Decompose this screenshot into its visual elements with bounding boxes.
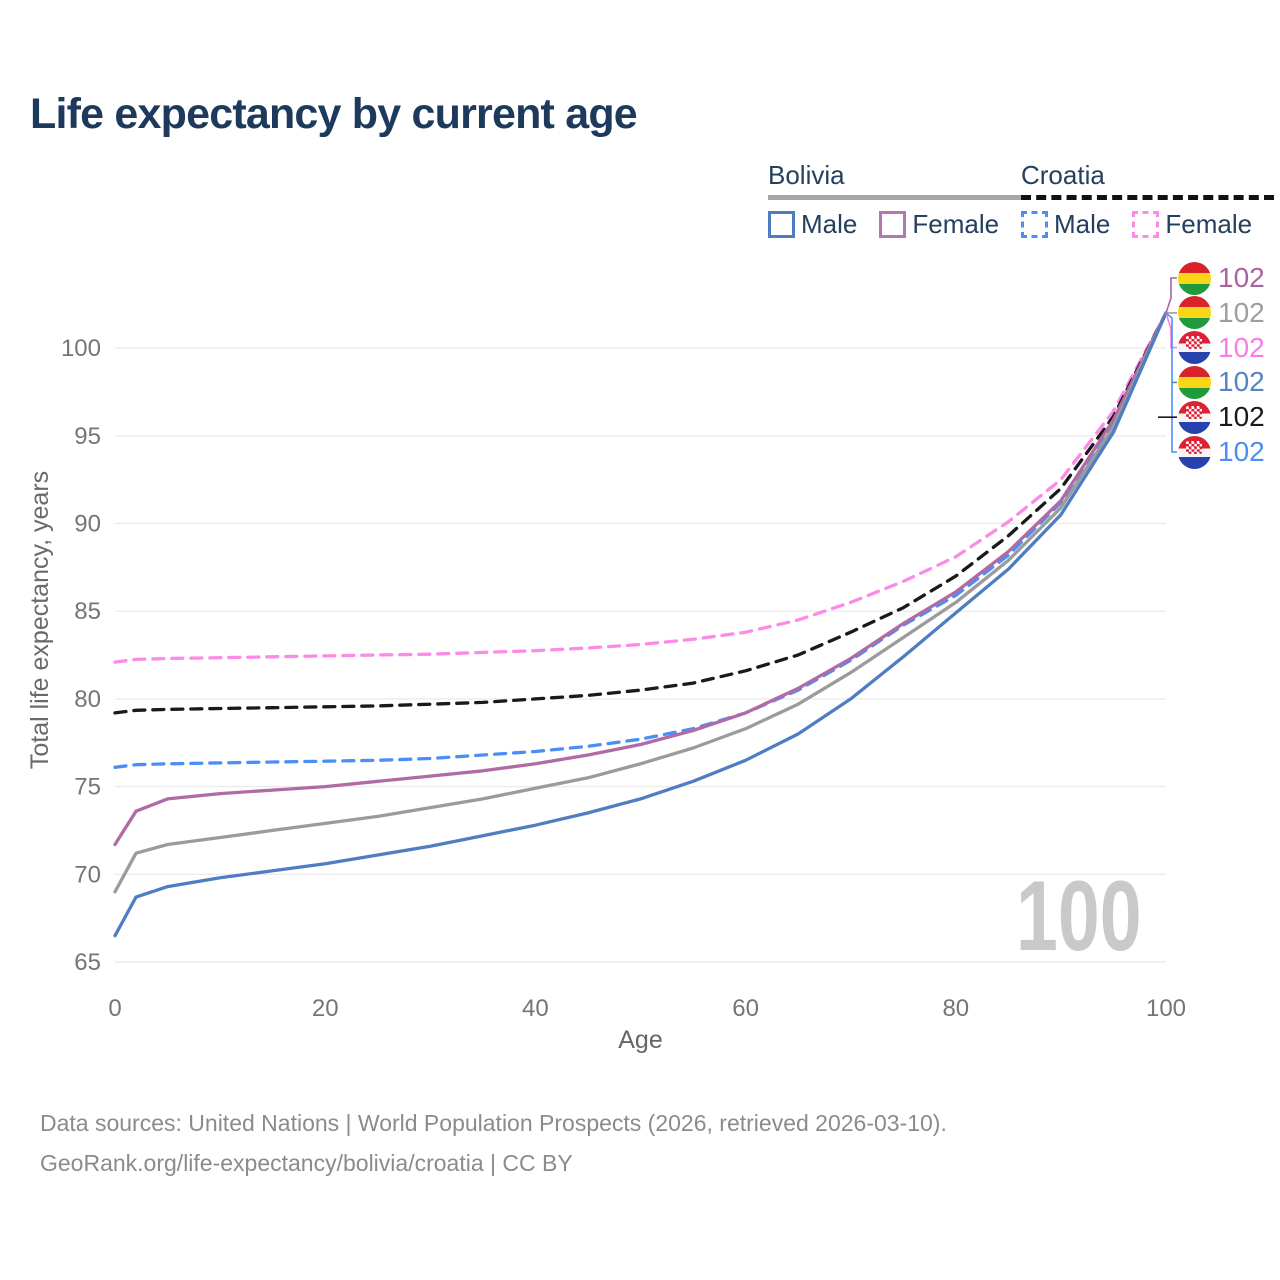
croatia-flag-icon <box>1178 331 1211 365</box>
croatia-flag-icon <box>1178 435 1211 469</box>
series-line-bolivia-male[interactable] <box>113 311 1168 938</box>
end-label-bolivia-female: 102 <box>1178 261 1265 295</box>
croatia-male-swatch-icon <box>1021 211 1048 238</box>
y-tick-label: 95 <box>74 423 101 450</box>
legend-croatia-underline <box>1021 195 1275 200</box>
x-tick-label: 0 <box>108 995 121 1022</box>
end-value-label: 102 <box>1218 331 1265 363</box>
series-line-croatia-total[interactable] <box>113 311 1168 715</box>
legend-group-bolivia: Bolivia Male Female <box>768 160 1022 240</box>
end-value-label: 102 <box>1218 436 1265 467</box>
x-tick-label: 80 <box>942 995 969 1022</box>
y-tick-label: 65 <box>74 949 101 976</box>
end-label-connector <box>1165 277 1177 314</box>
croatia-female-swatch-icon <box>1132 211 1160 238</box>
y-axis-title: Total life expectancy, years <box>26 471 54 769</box>
legend-item-label: Male <box>1054 209 1111 239</box>
y-tick-label: 75 <box>74 774 101 801</box>
end-value-label: 102 <box>1218 296 1265 328</box>
legend-croatia-items: Male Female <box>1021 209 1274 240</box>
legend-croatia-name: Croatia <box>1021 160 1105 190</box>
legend-item-croatia-male[interactable]: Male <box>1021 209 1110 240</box>
end-label-bolivia-total: 102 <box>1178 296 1265 330</box>
legend-item-bolivia-male[interactable]: Male <box>768 209 857 240</box>
attribution-text: GeoRank.org/life-expectancy/bolivia/croa… <box>40 1150 573 1176</box>
chart-title: Life expectancy by current age <box>30 90 638 138</box>
end-label-connector <box>1165 312 1177 349</box>
bolivia-male-swatch-icon <box>768 211 795 238</box>
legend-group-croatia: Croatia Male Female <box>1021 160 1275 240</box>
bolivia-flag-icon <box>1178 365 1211 399</box>
end-value-label: 102 <box>1218 262 1265 293</box>
data-sources-text: Data sources: United Nations | World Pop… <box>40 1110 947 1136</box>
end-label-bolivia-male: 102 <box>1178 365 1265 399</box>
bolivia-flag-icon <box>1178 261 1211 295</box>
x-tick-label: 100 <box>1146 995 1186 1022</box>
legend-item-label: Female <box>1165 209 1253 239</box>
legend-bolivia-name: Bolivia <box>768 160 845 190</box>
legend-item-bolivia-female[interactable]: Female <box>879 209 999 240</box>
x-tick-label: 40 <box>522 995 549 1022</box>
x-tick-label: 60 <box>732 995 759 1022</box>
series-line-croatia-female[interactable] <box>113 311 1168 664</box>
end-label-croatia-male: 102 <box>1178 435 1265 469</box>
bolivia-female-swatch-icon <box>879 211 907 238</box>
y-tick-label: 90 <box>74 510 101 537</box>
x-tick-label: 20 <box>312 995 339 1022</box>
bolivia-flag-icon <box>1178 296 1211 330</box>
x-axis-title: Age <box>618 1026 662 1054</box>
end-label-croatia-total: 102 <box>1178 400 1265 434</box>
legend-bolivia-items: Male Female <box>768 209 1021 240</box>
age-counter-watermark: 100 <box>1016 860 1142 971</box>
legend-item-label: Male <box>801 209 858 239</box>
croatia-flag-icon <box>1178 400 1211 434</box>
y-tick-label: 70 <box>74 861 101 888</box>
y-tick-label: 100 <box>61 335 101 362</box>
series-line-croatia-male[interactable] <box>113 311 1168 769</box>
end-label-croatia-female: 102 <box>1178 331 1265 365</box>
series-line-bolivia-female[interactable] <box>113 311 1168 847</box>
y-tick-label: 85 <box>74 598 101 625</box>
end-value-label: 102 <box>1218 366 1265 398</box>
legend-item-label: Female <box>912 209 1000 239</box>
series-line-bolivia-total[interactable] <box>113 311 1168 894</box>
legend-item-croatia-female[interactable]: Female <box>1132 209 1252 240</box>
y-tick-label: 80 <box>74 686 101 713</box>
end-value-label: 102 <box>1218 401 1265 433</box>
end-label-connector <box>1165 312 1177 453</box>
legend-bolivia-underline <box>768 195 1022 200</box>
